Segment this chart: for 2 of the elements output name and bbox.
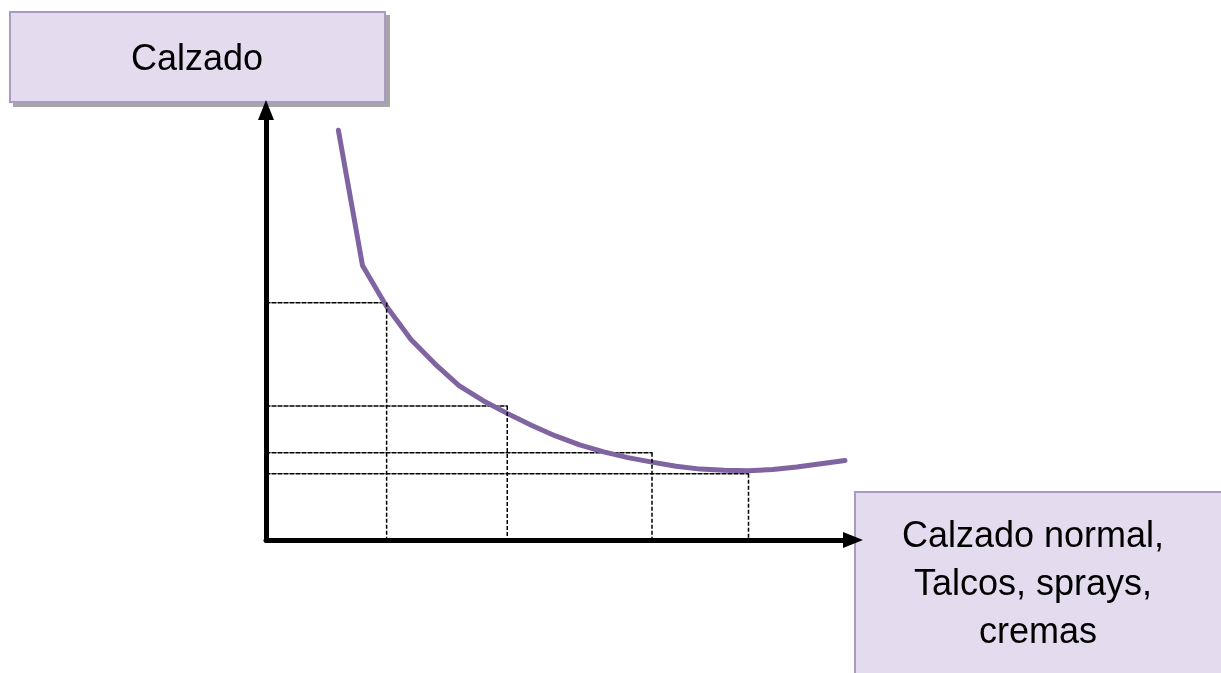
y-axis-title: Calzado [130,36,264,78]
x-axis-title: Calzado normal, Talcos, sprays, cremas [901,513,1175,651]
